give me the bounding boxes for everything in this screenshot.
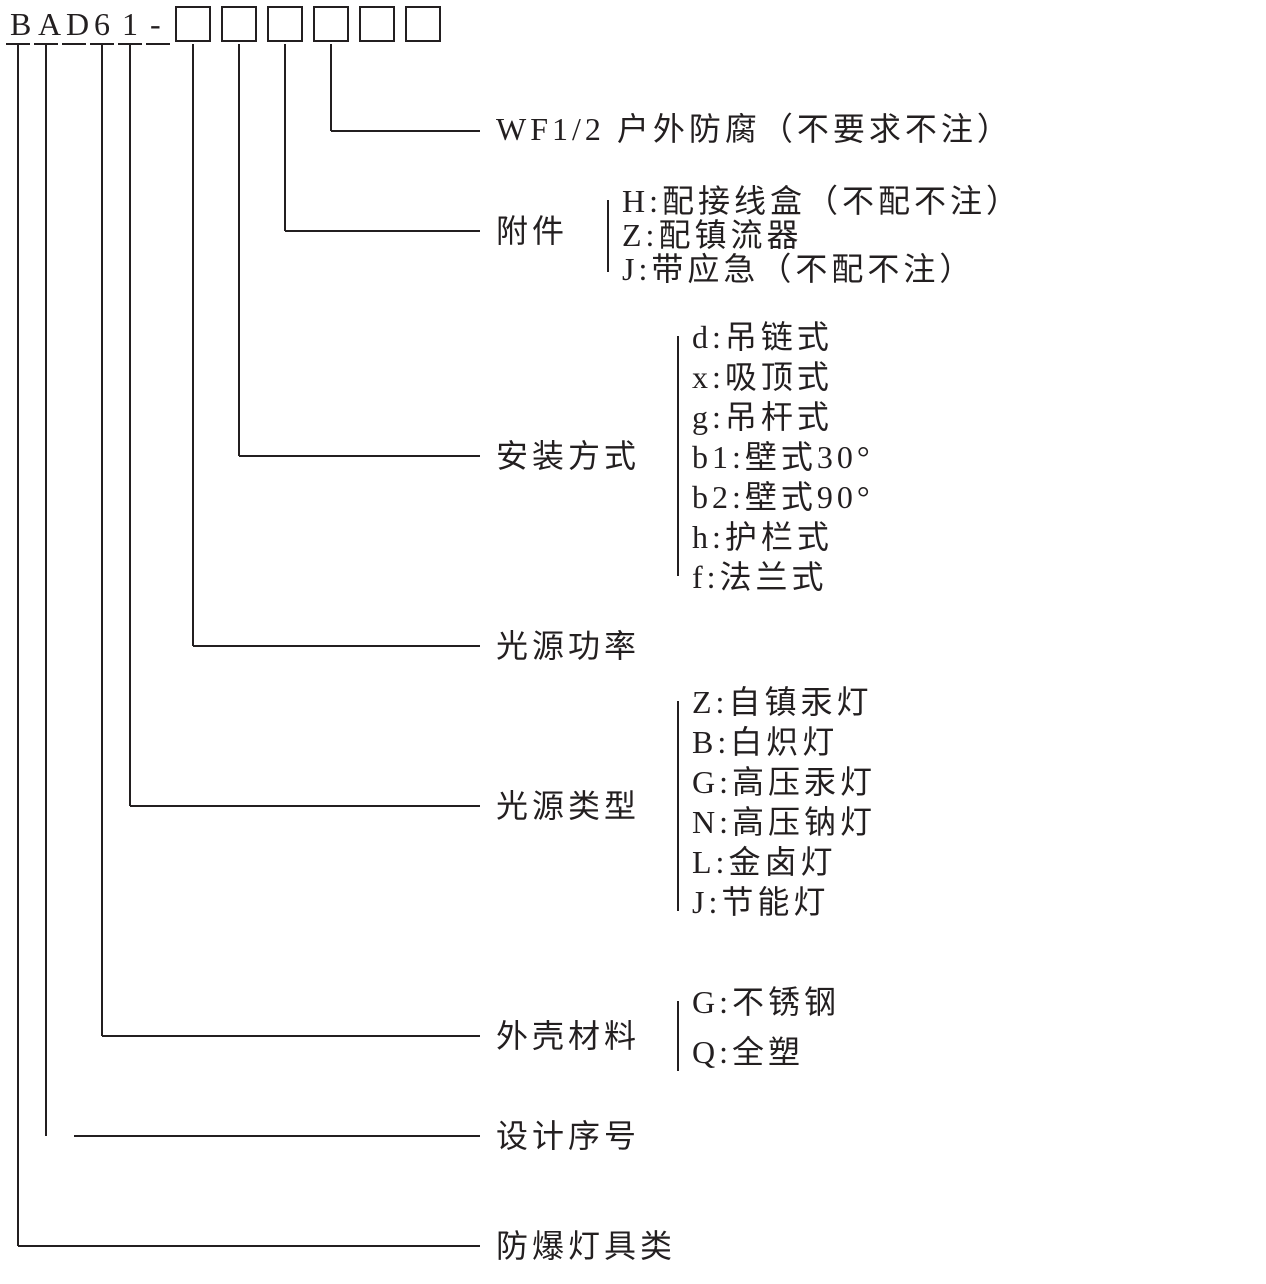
branch-label-0: WF1/2 户外防腐（不要求不注） <box>496 111 1013 147</box>
header-char-5: - <box>150 6 165 42</box>
branch-1-opt-1: Z:配镇流器 <box>622 217 802 253</box>
branch-label-4: 光源类型 <box>496 788 640 824</box>
branch-1-opt-2: J:带应急（不配不注） <box>622 251 975 287</box>
branch-4-opt-0: Z:自镇汞灯 <box>692 684 872 720</box>
branch-4-opt-5: J:节能灯 <box>692 884 829 920</box>
branch-2-opt-2: g:吊杆式 <box>692 399 833 435</box>
header-char-0: B <box>10 6 35 42</box>
header-char-3: 6 <box>94 6 114 42</box>
header-char-2: D <box>66 6 93 42</box>
branch-label-7: 防爆灯具类 <box>496 1228 676 1264</box>
header-char-4: 1 <box>122 6 142 42</box>
header-box-4 <box>360 7 394 41</box>
branch-4-opt-4: L:金卤灯 <box>692 844 836 880</box>
branch-1-opt-0: H:配接线盒（不配不注） <box>622 183 1022 219</box>
branch-2-opt-4: b2:壁式90° <box>692 479 874 515</box>
branch-label-3: 光源功率 <box>496 628 640 664</box>
branch-label-1: 附件 <box>496 213 568 249</box>
branch-2-opt-3: b1:壁式30° <box>692 439 874 475</box>
header-box-1 <box>222 7 256 41</box>
branch-label-6: 设计序号 <box>496 1118 640 1154</box>
branch-4-opt-2: G:高压汞灯 <box>692 764 876 800</box>
branch-4-opt-3: N:高压钠灯 <box>692 804 876 840</box>
header-box-3 <box>314 7 348 41</box>
branch-2-opt-6: f:法兰式 <box>692 559 828 595</box>
branch-label-5: 外壳材料 <box>496 1018 640 1054</box>
header-box-2 <box>268 7 302 41</box>
branch-5-opt-1: Q:全塑 <box>692 1034 804 1070</box>
branch-4-opt-1: B:白炽灯 <box>692 724 838 760</box>
header-box-0 <box>176 7 210 41</box>
header-char-1: A <box>38 6 65 42</box>
branch-2-opt-1: x:吸顶式 <box>692 359 833 395</box>
branch-2-opt-0: d:吊链式 <box>692 319 833 355</box>
branch-5-opt-0: G:不锈钢 <box>692 984 840 1020</box>
branch-2-opt-5: h:护栏式 <box>692 519 833 555</box>
header-box-5 <box>406 7 440 41</box>
branch-label-2: 安装方式 <box>496 438 640 474</box>
